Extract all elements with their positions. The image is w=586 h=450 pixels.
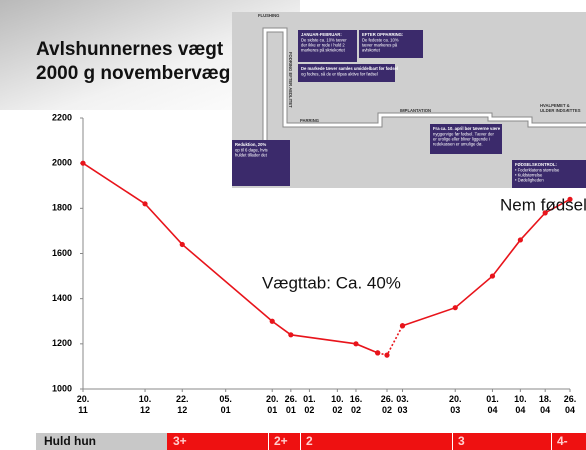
y-tick-label: 1600 — [52, 248, 72, 258]
y-tick-label: 2200 — [52, 112, 72, 122]
row-segment-label: 3+ — [173, 434, 187, 448]
overlay-text: markeres på skriekortet — [301, 48, 346, 53]
x-tick-label: 01.04 — [486, 394, 499, 415]
marker — [270, 319, 275, 324]
row-segment — [301, 433, 452, 450]
y-tick-label: 1800 — [52, 203, 72, 213]
x-tick-label: 10.12 — [139, 394, 152, 415]
row-label: Huld hun — [44, 434, 96, 448]
overlay-text: redekassen er umulige dø. — [433, 142, 483, 147]
marker — [400, 323, 405, 328]
row-segment-label: 2+ — [274, 434, 288, 448]
x-tick-label: 22.12 — [176, 394, 189, 415]
x-tick-label: 26.02 — [381, 394, 394, 415]
row-segment — [453, 433, 551, 450]
x-tick-label: 05.01 — [219, 394, 232, 415]
slide: Avlshunnernes vægt 2000 g novembervæg 10… — [0, 0, 586, 450]
overlay-text: PARRING — [300, 118, 319, 123]
x-tick-label: 26.04 — [564, 394, 577, 415]
slide-title: Avlshunnernes vægt — [36, 39, 224, 60]
x-tick-label: 16.02 — [350, 394, 363, 415]
annotation: Vægttab: Ca. 40% — [262, 273, 401, 292]
marker — [384, 353, 389, 358]
marker — [375, 350, 380, 355]
overlay-text: ULDER INDSÆTTES — [540, 108, 581, 113]
x-tick-label: 10.04 — [514, 394, 527, 415]
x-tick-label: 20.01 — [266, 394, 279, 415]
overlay-image: FLUSHING FODRING EFTER AEDLITET PARRING IMP… — [232, 12, 586, 188]
x-tick-label: 10.02 — [331, 394, 344, 415]
overlay-text: FODRING EFTER AEDLITET — [288, 52, 293, 108]
overlay-text: og fodres, så de er tilpas aktive før fø… — [301, 71, 378, 76]
marker — [288, 332, 293, 337]
slide-title: 2000 g novembervæg — [36, 63, 230, 84]
x-tick-label: 20.03 — [449, 394, 462, 415]
overlay-text: avlskortet — [362, 48, 381, 53]
y-tick-label: 1400 — [52, 293, 72, 303]
x-tick-label: 20.11 — [77, 394, 90, 415]
overlay-text: FLUSHING — [258, 13, 279, 18]
marker — [453, 305, 458, 310]
overlay-text: • Dødeligheden — [515, 178, 544, 183]
condition-row: Huld hun 3+ 2+ 2 3 4- — [36, 433, 586, 450]
marker — [180, 242, 185, 247]
x-tick-label: 01.02 — [303, 394, 316, 415]
x-tick-label: 26.01 — [285, 394, 298, 415]
row-segment-label: 4- — [557, 434, 568, 448]
x-tick-label: 03.03 — [396, 394, 409, 415]
marker — [80, 161, 85, 166]
x-tick-label: 18.04 — [539, 394, 552, 415]
row-segment-label: 3 — [458, 434, 465, 448]
marker — [518, 237, 523, 242]
y-tick-label: 2000 — [52, 158, 72, 168]
marker — [353, 341, 358, 346]
marker — [490, 273, 495, 278]
annotation: Nem fødsel! — [500, 195, 586, 214]
marker — [142, 201, 147, 206]
overlay-text: huldet tillader det — [235, 153, 268, 158]
y-tick-label: 1200 — [52, 338, 72, 348]
overlay-text: IMPLANTATION — [400, 108, 431, 113]
row-segment-label: 2 — [306, 434, 313, 448]
y-tick-label: 1000 — [52, 383, 72, 393]
